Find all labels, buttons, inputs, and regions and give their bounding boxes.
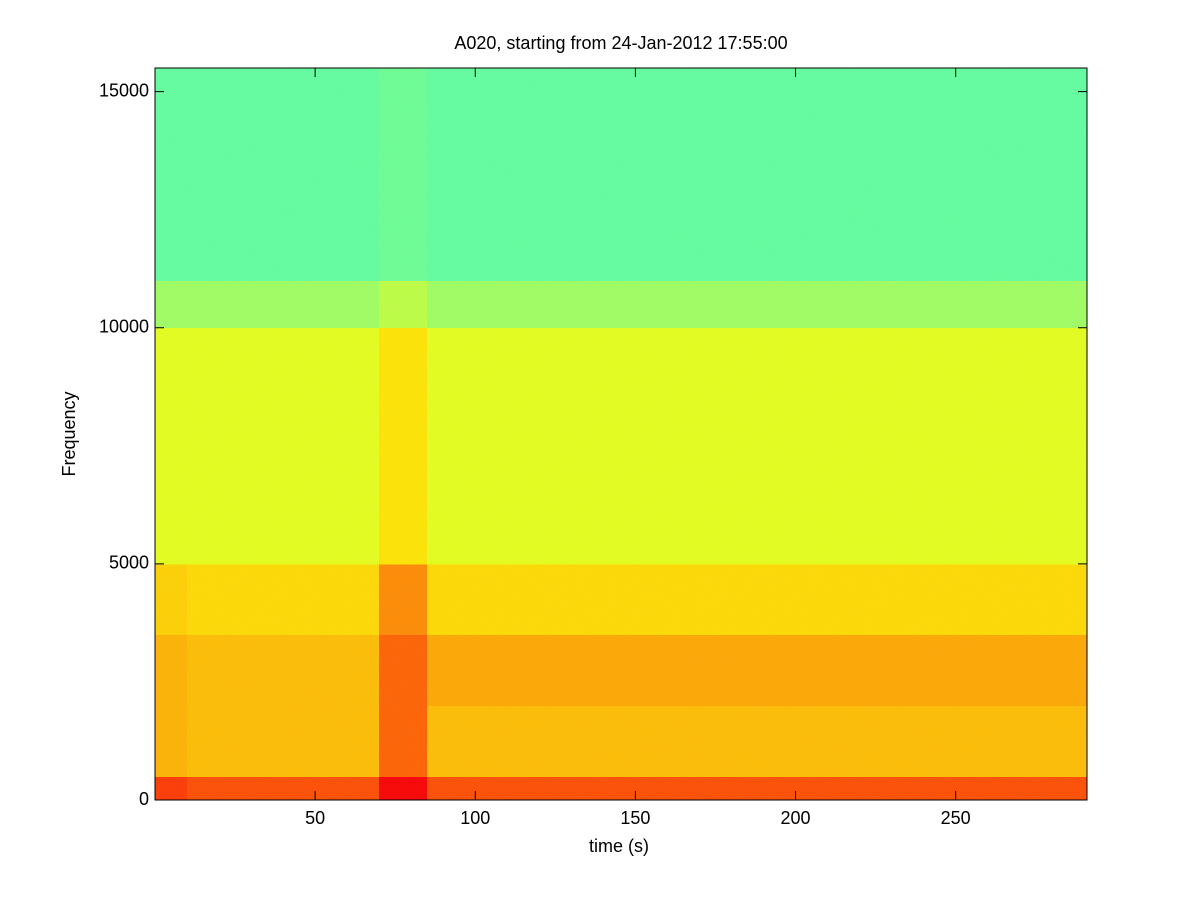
y-tick-label: 15000 — [99, 80, 149, 100]
axes-frame — [154, 67, 1088, 801]
y-axis-label: Frequency — [59, 391, 79, 476]
noise-texture — [155, 68, 1087, 800]
x-tick-label: 50 — [305, 808, 325, 828]
y-tick-label: 0 — [139, 789, 149, 809]
x-tick-label: 200 — [781, 808, 811, 828]
x-axis-label: time (s) — [589, 836, 649, 856]
chart-title: A020, starting from 24-Jan-2012 17:55:00 — [454, 33, 787, 53]
y-tick-label: 5000 — [109, 553, 149, 573]
axes: 50 100 150 200 250 0 5000 10000 15000 — [99, 68, 1087, 828]
x-tick-label: 150 — [620, 808, 650, 828]
x-tick-label: 250 — [941, 808, 971, 828]
x-tick-label: 100 — [460, 808, 490, 828]
y-tick-label: 10000 — [99, 316, 149, 336]
